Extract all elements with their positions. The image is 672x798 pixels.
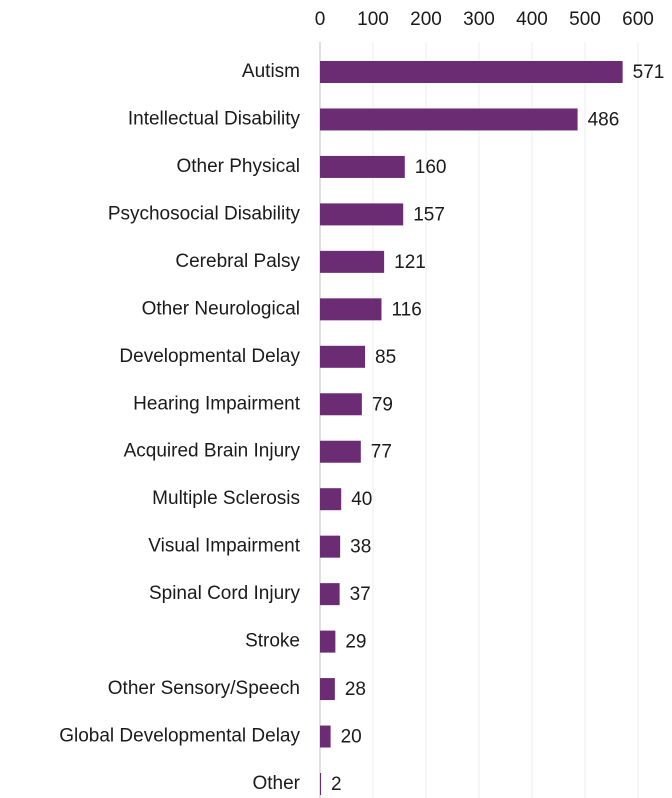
category-label: Psychosocial Disability [108,203,301,224]
value-label: 121 [394,252,426,273]
category-label: Other [252,773,300,794]
value-label: 29 [345,632,366,653]
category-label: Hearing Impairment [133,393,301,414]
bar [320,155,405,178]
category-label: Acquired Brain Injury [124,441,301,462]
bar [320,440,361,463]
value-label: 571 [633,62,665,83]
bar [320,345,366,368]
category-label: Developmental Delay [119,346,300,367]
value-label: 20 [341,727,362,748]
bar [320,535,341,558]
bar [320,250,385,273]
category-label: Other Physical [176,156,300,177]
x-tick-label: 100 [357,9,389,30]
bar [320,678,335,701]
value-label: 116 [391,299,421,320]
category-label: Spinal Cord Injury [149,583,301,604]
bar [320,61,623,83]
value-label: 28 [345,679,366,700]
x-tick-label: 500 [569,9,601,30]
x-tick-label: 600 [622,9,654,30]
x-tick-label: 0 [315,9,326,30]
bar [320,630,336,653]
category-label: Cerebral Palsy [175,251,300,272]
bar [320,583,340,606]
value-label: 79 [372,394,393,415]
value-label: 38 [350,537,371,558]
bar [320,393,362,416]
bar [320,298,382,321]
value-label: 157 [413,204,445,225]
category-label: Other Sensory/Speech [108,678,300,699]
category-label: Global Developmental Delay [59,726,300,747]
value-label: 486 [588,109,620,130]
value-label: 77 [371,442,392,463]
value-label: 160 [415,157,447,178]
value-label: 40 [351,489,372,510]
bar [320,725,331,748]
category-label: Multiple Sclerosis [152,488,300,509]
value-label: 2 [331,774,342,795]
category-label: Intellectual Disability [128,108,301,129]
value-label: 37 [350,584,371,605]
value-label: 85 [375,347,396,368]
bar [320,203,404,226]
bar [320,773,322,795]
category-label: Other Neurological [142,298,300,319]
x-tick-label: 400 [516,9,548,30]
x-tick-label: 300 [463,9,495,30]
x-tick-label: 200 [410,9,442,30]
bar [320,108,578,131]
category-label: Stroke [245,631,300,652]
category-label: Visual Impairment [148,536,300,557]
category-label: Autism [242,61,300,82]
bar [320,488,342,511]
